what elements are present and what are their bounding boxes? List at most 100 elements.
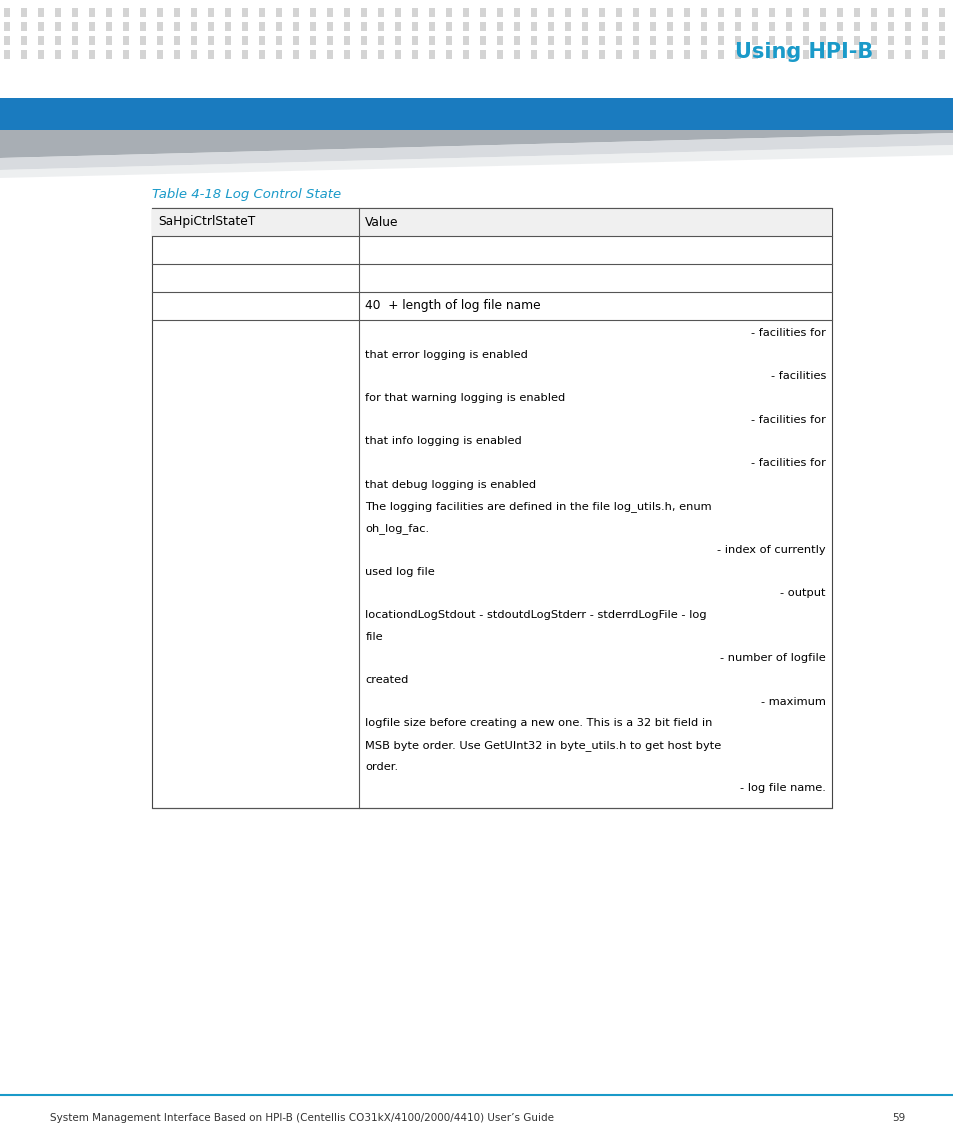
Bar <box>836 8 842 17</box>
Bar <box>820 35 825 45</box>
Text: created: created <box>365 676 408 685</box>
Bar <box>208 50 214 60</box>
Bar <box>598 50 605 60</box>
Text: Table 4-18 Log Control State: Table 4-18 Log Control State <box>152 188 341 202</box>
Bar <box>38 50 45 60</box>
Bar <box>802 35 809 45</box>
Bar <box>497 50 503 60</box>
Bar <box>462 50 469 60</box>
Bar <box>462 35 469 45</box>
Bar <box>429 8 435 17</box>
Text: for that warning logging is enabled: for that warning logging is enabled <box>365 393 565 403</box>
Bar <box>938 50 944 60</box>
Text: 40  + length of log file name: 40 + length of log file name <box>365 300 540 313</box>
Bar <box>887 8 894 17</box>
Bar <box>242 22 248 31</box>
Text: - index of currently: - index of currently <box>717 545 825 555</box>
Bar <box>683 8 690 17</box>
Bar <box>89 8 95 17</box>
Bar <box>547 8 554 17</box>
Bar <box>938 35 944 45</box>
Text: Value: Value <box>365 215 398 229</box>
Bar <box>225 35 232 45</box>
Bar <box>904 8 910 17</box>
Bar <box>904 35 910 45</box>
Bar <box>734 8 740 17</box>
Bar <box>71 35 78 45</box>
Bar <box>666 22 673 31</box>
Bar <box>581 35 588 45</box>
Bar <box>344 22 350 31</box>
Bar <box>123 22 130 31</box>
Polygon shape <box>0 131 953 158</box>
Bar <box>140 8 147 17</box>
Bar <box>157 35 163 45</box>
Bar <box>598 35 605 45</box>
Bar <box>377 35 384 45</box>
Bar <box>191 50 197 60</box>
Bar <box>581 8 588 17</box>
Bar <box>683 50 690 60</box>
Bar <box>921 35 927 45</box>
Bar <box>310 35 316 45</box>
Bar <box>853 22 860 31</box>
Bar <box>344 8 350 17</box>
Bar <box>700 35 707 45</box>
Bar <box>887 22 894 31</box>
Bar <box>581 22 588 31</box>
Bar <box>123 35 130 45</box>
Bar <box>547 22 554 31</box>
Bar <box>581 50 588 60</box>
Bar <box>377 22 384 31</box>
Bar <box>616 50 622 60</box>
Bar <box>514 35 520 45</box>
Bar <box>395 22 401 31</box>
Text: oh_log_fac.: oh_log_fac. <box>365 523 429 534</box>
Polygon shape <box>0 133 953 169</box>
Text: - log file name.: - log file name. <box>740 783 825 793</box>
Bar <box>275 8 282 17</box>
Bar <box>4 22 10 31</box>
Text: The logging facilities are defined in the file log_utils.h, enum: The logging facilities are defined in th… <box>365 502 711 512</box>
Bar <box>734 35 740 45</box>
Bar <box>446 50 452 60</box>
Bar <box>327 22 334 31</box>
Bar <box>360 8 367 17</box>
Text: that debug logging is enabled: that debug logging is enabled <box>365 480 536 490</box>
Bar <box>327 8 334 17</box>
Bar <box>870 50 877 60</box>
Bar <box>718 8 723 17</box>
Bar <box>836 50 842 60</box>
Bar <box>785 50 792 60</box>
Bar <box>21 35 28 45</box>
Bar <box>173 50 180 60</box>
Bar <box>751 8 758 17</box>
Bar <box>870 8 877 17</box>
Bar <box>429 22 435 31</box>
Bar <box>547 35 554 45</box>
Text: - facilities: - facilities <box>770 371 825 381</box>
Bar <box>785 8 792 17</box>
Text: 59: 59 <box>891 1113 904 1123</box>
Bar <box>4 35 10 45</box>
Bar <box>734 22 740 31</box>
Bar <box>191 8 197 17</box>
Bar <box>173 8 180 17</box>
Bar <box>751 35 758 45</box>
Bar <box>633 35 639 45</box>
Bar <box>310 50 316 60</box>
Bar <box>564 8 571 17</box>
Bar <box>446 8 452 17</box>
Bar <box>616 22 622 31</box>
Bar <box>4 8 10 17</box>
Bar <box>140 22 147 31</box>
Bar <box>616 35 622 45</box>
Bar <box>173 35 180 45</box>
Text: that error logging is enabled: that error logging is enabled <box>365 349 528 360</box>
Bar <box>327 35 334 45</box>
Bar <box>395 35 401 45</box>
Bar <box>225 8 232 17</box>
Bar <box>633 50 639 60</box>
Bar <box>802 22 809 31</box>
Bar <box>870 22 877 31</box>
